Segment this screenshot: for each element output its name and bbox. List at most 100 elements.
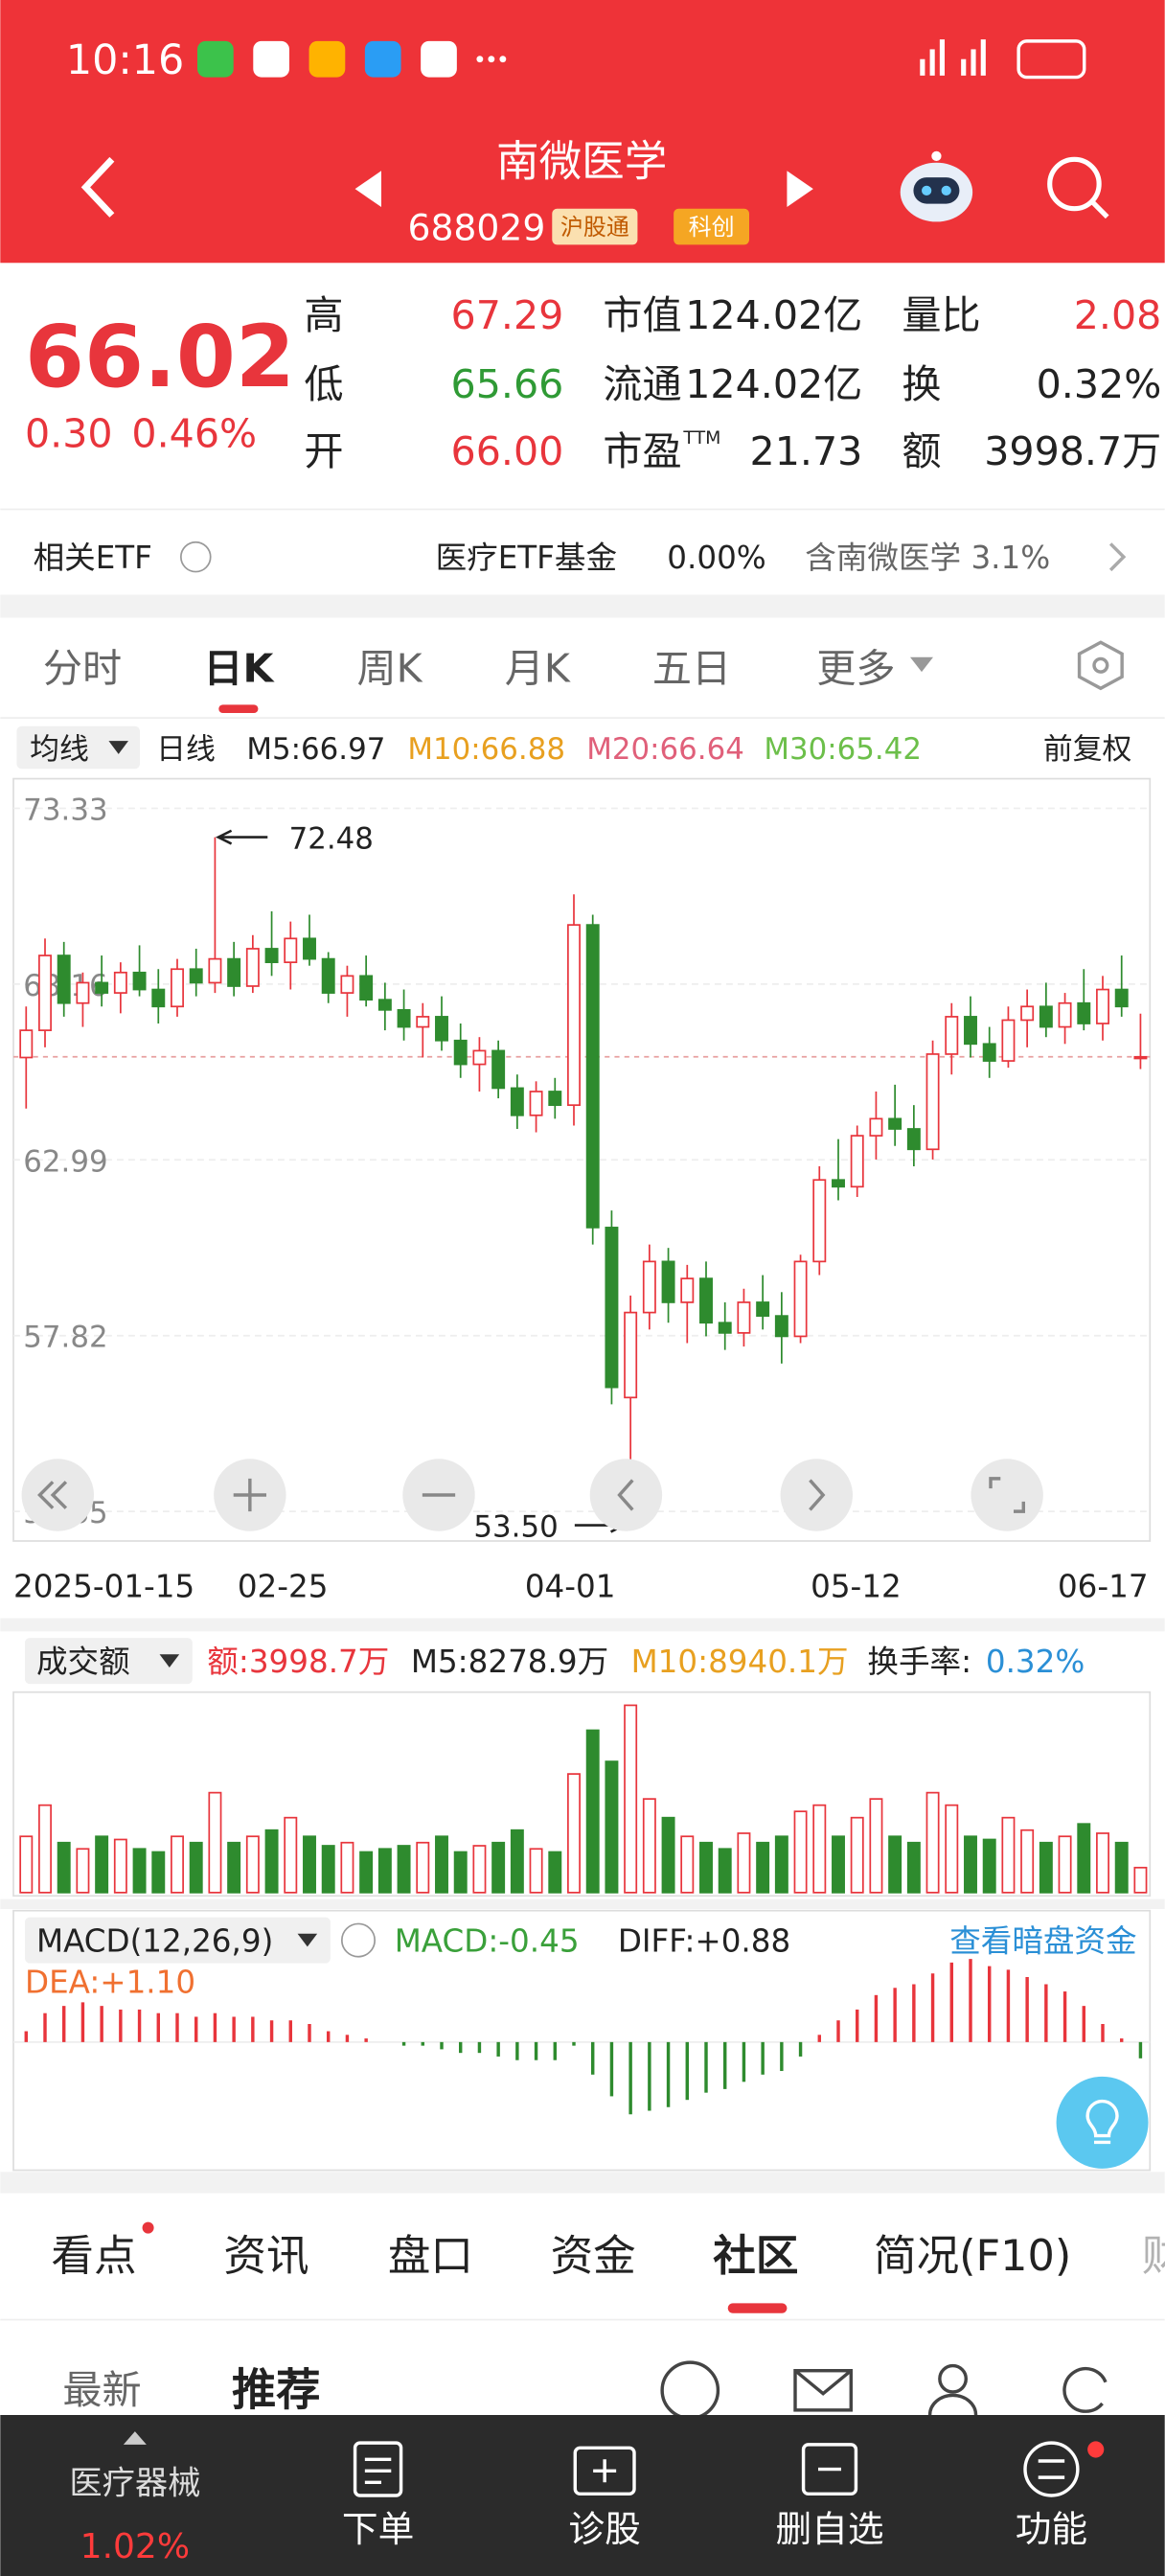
info-icon[interactable] bbox=[341, 1922, 376, 1958]
nav-button[interactable] bbox=[21, 1459, 95, 1531]
volume-selector[interactable]: 成交额 bbox=[36, 1644, 130, 1680]
candle-body bbox=[189, 968, 203, 984]
candle-body bbox=[1039, 1005, 1053, 1028]
search-icon[interactable] bbox=[1047, 156, 1109, 219]
volume-bar bbox=[585, 1729, 600, 1894]
volume-header: 成交额 额:3998.7万 M5:8278.9万 M10:8940.1万 换手率… bbox=[36, 1644, 1085, 1680]
nav-item[interactable]: 下单 bbox=[342, 2508, 414, 2550]
candle-body bbox=[19, 1029, 34, 1059]
max-arrow bbox=[215, 829, 268, 845]
icon[interactable] bbox=[938, 2363, 968, 2394]
sector-name[interactable]: 医疗器械 bbox=[69, 2464, 200, 2502]
badge bbox=[142, 2221, 154, 2234]
expand-arrow[interactable] bbox=[123, 2431, 147, 2445]
news-tab[interactable]: 资讯 bbox=[223, 2231, 308, 2281]
volume-bar bbox=[832, 1835, 845, 1894]
ma-row: 均线 日线 M5:66.97 M10:66.88 M20:66.64 M30:6… bbox=[30, 732, 1131, 767]
badge bbox=[1087, 2441, 1105, 2458]
selector-bg[interactable] bbox=[25, 1917, 331, 1964]
volume-bar bbox=[888, 1835, 902, 1894]
news-tab[interactable]: 看点 bbox=[51, 2231, 136, 2281]
ma-selector[interactable]: 均线 bbox=[30, 732, 89, 767]
chart-tab[interactable]: 更多 bbox=[816, 645, 895, 691]
candle-body bbox=[151, 988, 166, 1008]
chart-tab[interactable]: 周K bbox=[357, 645, 423, 691]
settings-icon[interactable] bbox=[1077, 640, 1124, 691]
change: 0.30 bbox=[25, 410, 113, 456]
prev-stock[interactable] bbox=[354, 171, 381, 207]
chart-tab-active[interactable]: 日K bbox=[203, 645, 275, 691]
field-label: 开 bbox=[304, 428, 343, 474]
next-stock[interactable] bbox=[787, 171, 813, 207]
sub-tab-active[interactable]: 推荐 bbox=[232, 2364, 321, 2416]
stock-code: 688029 bbox=[407, 206, 545, 248]
macd-diff: DIFF:+0.88 bbox=[618, 1923, 790, 1960]
macd-bars bbox=[13, 1959, 1151, 2115]
news-tab[interactable]: 财 bbox=[1142, 2231, 1165, 2281]
candle-body bbox=[38, 954, 52, 1031]
candle-body bbox=[397, 1008, 411, 1028]
volume-bar bbox=[1133, 1866, 1148, 1894]
candle-body bbox=[132, 971, 147, 991]
last-price: 66.02 bbox=[25, 308, 295, 407]
nav-button[interactable] bbox=[780, 1459, 853, 1531]
macd-frame bbox=[12, 1909, 1152, 2172]
icon[interactable] bbox=[660, 2360, 720, 2421]
volume-bar bbox=[227, 1841, 241, 1894]
etf-row[interactable]: 相关ETF 医疗ETF基金 0.00% 含南微医学 3.1% bbox=[34, 540, 1127, 576]
etf-change: 0.00% bbox=[667, 540, 765, 576]
candle-body bbox=[284, 937, 298, 964]
candle-body bbox=[548, 1091, 562, 1107]
icon[interactable] bbox=[1062, 2366, 1108, 2413]
chart-tab[interactable]: 分时 bbox=[43, 645, 122, 691]
volume-bar bbox=[945, 1804, 959, 1894]
field-value: 65.66 bbox=[451, 361, 564, 407]
icon[interactable] bbox=[793, 2369, 853, 2412]
volume-bar bbox=[38, 1804, 52, 1894]
news-tab-active[interactable]: 社区 bbox=[713, 2231, 798, 2281]
etf-holding: 含南微医学 3.1% bbox=[805, 540, 1050, 576]
candle-body bbox=[95, 981, 109, 994]
nav-item[interactable]: 诊股 bbox=[568, 2508, 640, 2550]
chart-tab[interactable]: 月K bbox=[505, 645, 571, 691]
candle-body bbox=[605, 1227, 619, 1389]
chart-tab[interactable]: 五日 bbox=[652, 645, 731, 691]
min-label: 53.50 bbox=[473, 1510, 558, 1545]
news-tab[interactable]: 盘口 bbox=[388, 2231, 473, 2281]
volume-bar bbox=[510, 1828, 524, 1894]
adjust-mode[interactable]: 前复权 bbox=[1043, 732, 1132, 767]
turnover-value: 0.32% bbox=[986, 1644, 1085, 1680]
candle-body bbox=[529, 1091, 543, 1116]
news-tab[interactable]: 简况(F10) bbox=[874, 2231, 1071, 2281]
candle-body bbox=[208, 957, 222, 984]
tag: 科创 bbox=[689, 214, 735, 241]
nav-item[interactable]: 功能 bbox=[1016, 2508, 1087, 2550]
volume-bar bbox=[548, 1851, 562, 1894]
macd-dea: DEA:+1.10 bbox=[25, 1964, 195, 2000]
volume-bar bbox=[850, 1816, 864, 1894]
selector-bg[interactable] bbox=[16, 725, 140, 770]
nav-button[interactable] bbox=[971, 1459, 1043, 1531]
change-pct: 0.46% bbox=[131, 410, 257, 456]
news-tab[interactable]: 资金 bbox=[551, 2231, 636, 2281]
candle-body bbox=[624, 1311, 638, 1399]
volume-bar bbox=[699, 1841, 713, 1894]
field-value: 67.29 bbox=[451, 292, 564, 338]
dropdown-arrow bbox=[910, 656, 933, 673]
sub-tab[interactable]: 最新 bbox=[62, 2367, 141, 2413]
volume-bar bbox=[1001, 1816, 1016, 1894]
y-tick-label: 73.33 bbox=[23, 793, 107, 827]
candle-body bbox=[227, 957, 241, 987]
macd-selector[interactable]: MACD(12,26,9) bbox=[36, 1923, 273, 1960]
nav-button[interactable] bbox=[589, 1459, 663, 1531]
volume-bar bbox=[1039, 1841, 1053, 1894]
date-label: 02-25 bbox=[238, 1568, 329, 1604]
tips-button[interactable] bbox=[1056, 2076, 1149, 2169]
candle-body bbox=[661, 1260, 675, 1303]
assistant-icon[interactable] bbox=[900, 150, 973, 222]
back-button[interactable] bbox=[80, 156, 115, 218]
selector-bg[interactable] bbox=[25, 1638, 193, 1685]
nav-item[interactable]: 删自选 bbox=[775, 2508, 883, 2550]
dark-pool-link[interactable]: 查看暗盘资金 bbox=[949, 1923, 1136, 1960]
